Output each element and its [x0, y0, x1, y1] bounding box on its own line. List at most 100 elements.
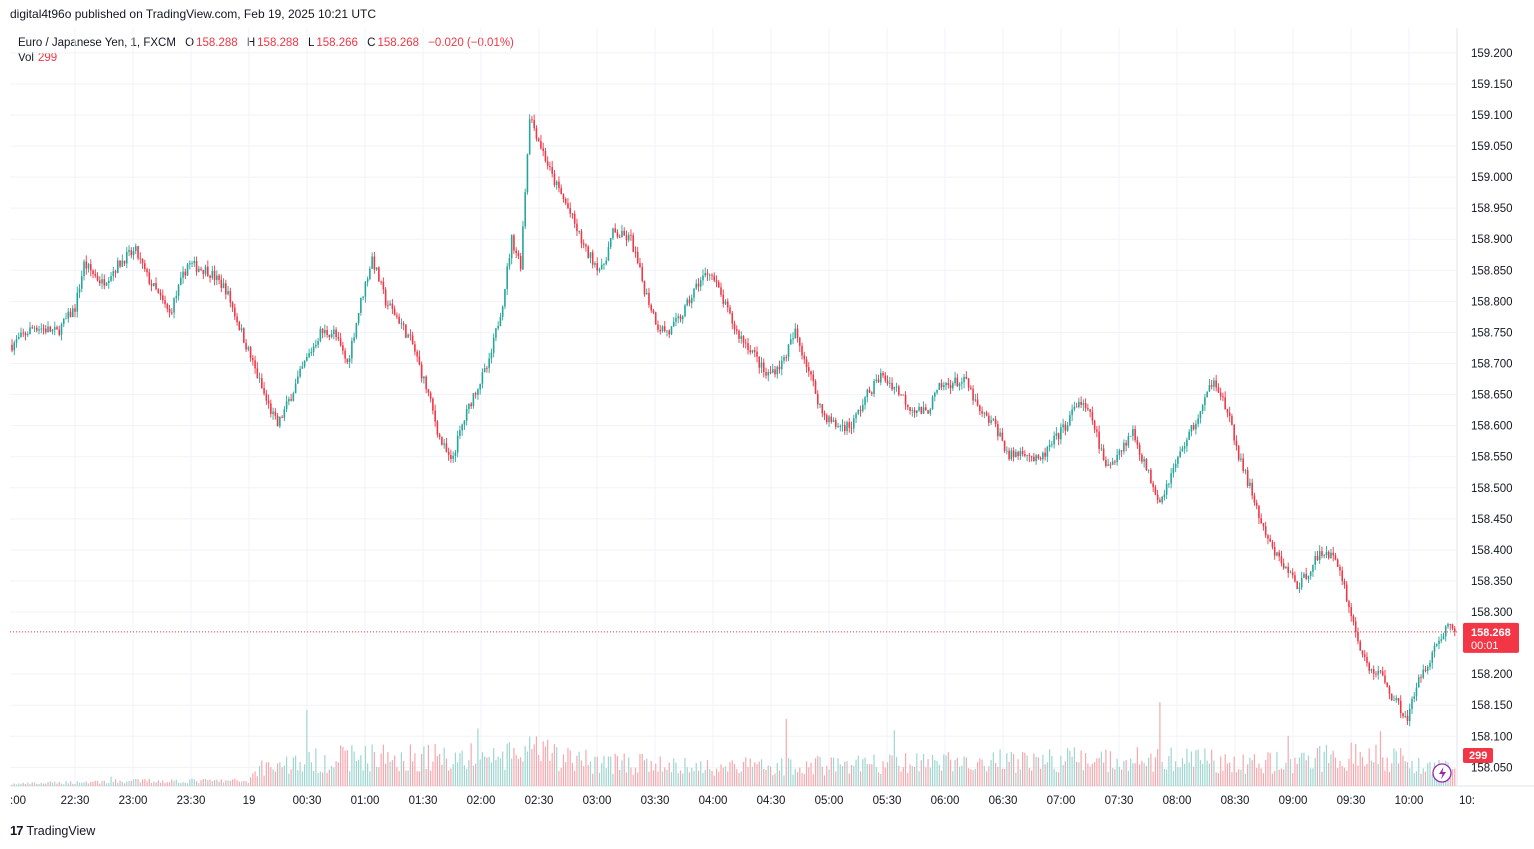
volume-bar [1229, 762, 1231, 786]
candle-body [1053, 435, 1055, 445]
volume-bar [54, 781, 56, 786]
volume-bar [1087, 763, 1089, 786]
candle-body [1071, 409, 1073, 416]
candle-body [621, 230, 623, 238]
volume-bar [576, 755, 578, 786]
price-tick-label: 159.000 [1471, 172, 1513, 184]
lightning-icon[interactable] [1432, 763, 1452, 783]
candle-body [886, 380, 889, 384]
candle-body [159, 292, 162, 296]
volume-bar [81, 782, 83, 786]
candle-body [767, 372, 770, 376]
volume-bar [313, 770, 315, 786]
volume-bar [105, 783, 108, 786]
candle-body [76, 292, 79, 312]
candle-body [152, 283, 155, 286]
candle-body [1273, 546, 1276, 556]
volume-label[interactable]: Vol [18, 52, 34, 64]
volume-bar [884, 767, 886, 786]
candle-body [616, 232, 619, 237]
candle-body [51, 329, 54, 332]
volume-bar [628, 757, 630, 786]
candle-body [598, 268, 601, 271]
candle-body [38, 329, 40, 331]
volume-bar [452, 764, 454, 786]
candle-body [753, 350, 756, 352]
candle-body [661, 326, 664, 332]
volume-bar [792, 774, 794, 786]
candle-body [1334, 555, 1337, 560]
volume-bar [1406, 762, 1409, 786]
volume-bar [1420, 773, 1422, 786]
candle-body [1087, 408, 1089, 410]
candle-body [1100, 448, 1103, 450]
candle-body [362, 296, 364, 298]
candle-body [893, 387, 896, 390]
volume-bar [412, 761, 414, 786]
volume-bar [324, 755, 326, 786]
volume-bar [873, 754, 875, 786]
volume-bar [846, 761, 848, 786]
symbol-name[interactable]: Euro / Japanese Yen, 1, FXCM [18, 37, 176, 49]
candle-body [481, 372, 484, 384]
candle-body [981, 411, 983, 414]
time-axis[interactable]: :00 22:30 23:00 23:30 19 00:30 01:00 01:30 02:00… [10, 795, 1475, 807]
candle-body [189, 263, 191, 265]
candle-body [459, 430, 461, 436]
volume-bar [477, 728, 479, 786]
volume-bar [322, 772, 324, 786]
volume-bar [1325, 744, 1328, 786]
candle-body [713, 275, 716, 281]
volume-bar [832, 757, 835, 786]
candle-body [663, 326, 666, 332]
candle-body [112, 271, 115, 277]
candle-body [546, 161, 549, 167]
volume-bar [119, 780, 121, 786]
volume-bar [1377, 763, 1379, 786]
candle-body [1206, 391, 1208, 398]
volume-bar [231, 779, 234, 786]
price-axis[interactable]: 159.200 159.150 159.100 159.050 159.000 158.9… [1471, 48, 1513, 775]
candle-body [625, 235, 628, 241]
candle-body [513, 235, 515, 251]
volume-bar [1204, 748, 1206, 786]
volume-bar [499, 758, 502, 786]
volume-bar [1305, 760, 1307, 786]
high-label: H [246, 37, 256, 49]
candle-body [429, 392, 432, 399]
volume-bar [270, 766, 272, 786]
volume-bar [1172, 770, 1175, 786]
volume-bar [1125, 760, 1127, 786]
volume-bar [709, 769, 711, 786]
candle-body [85, 261, 88, 269]
candle-body [963, 376, 965, 383]
volume-bar [774, 773, 776, 786]
time-tick-label: 06:30 [989, 795, 1018, 807]
volume-bar [1368, 748, 1370, 786]
volume-bar [1188, 762, 1190, 786]
candle-body [166, 304, 169, 309]
candle-body [558, 181, 560, 189]
volume-bar [18, 783, 20, 786]
candle-body [148, 272, 151, 284]
candle-body [434, 410, 436, 422]
candle-body [526, 154, 529, 193]
candle-body [364, 282, 367, 297]
volume-bar [1127, 770, 1129, 786]
candle-body [1255, 502, 1258, 506]
candle-body [580, 231, 583, 244]
candle-body [1431, 652, 1434, 663]
candle-body [47, 326, 49, 333]
volume-bar [155, 782, 157, 786]
volume-bar [72, 783, 74, 786]
candle-body [1384, 675, 1386, 683]
volume-bar [195, 781, 198, 786]
volume-bar [1139, 764, 1141, 786]
volume-bar [436, 756, 438, 786]
candle-body [461, 424, 463, 431]
volume-bar [398, 770, 400, 786]
volume-bar [472, 765, 475, 786]
volume-bar [643, 760, 646, 786]
footer-brand[interactable]: 17 TradingView [10, 823, 95, 838]
